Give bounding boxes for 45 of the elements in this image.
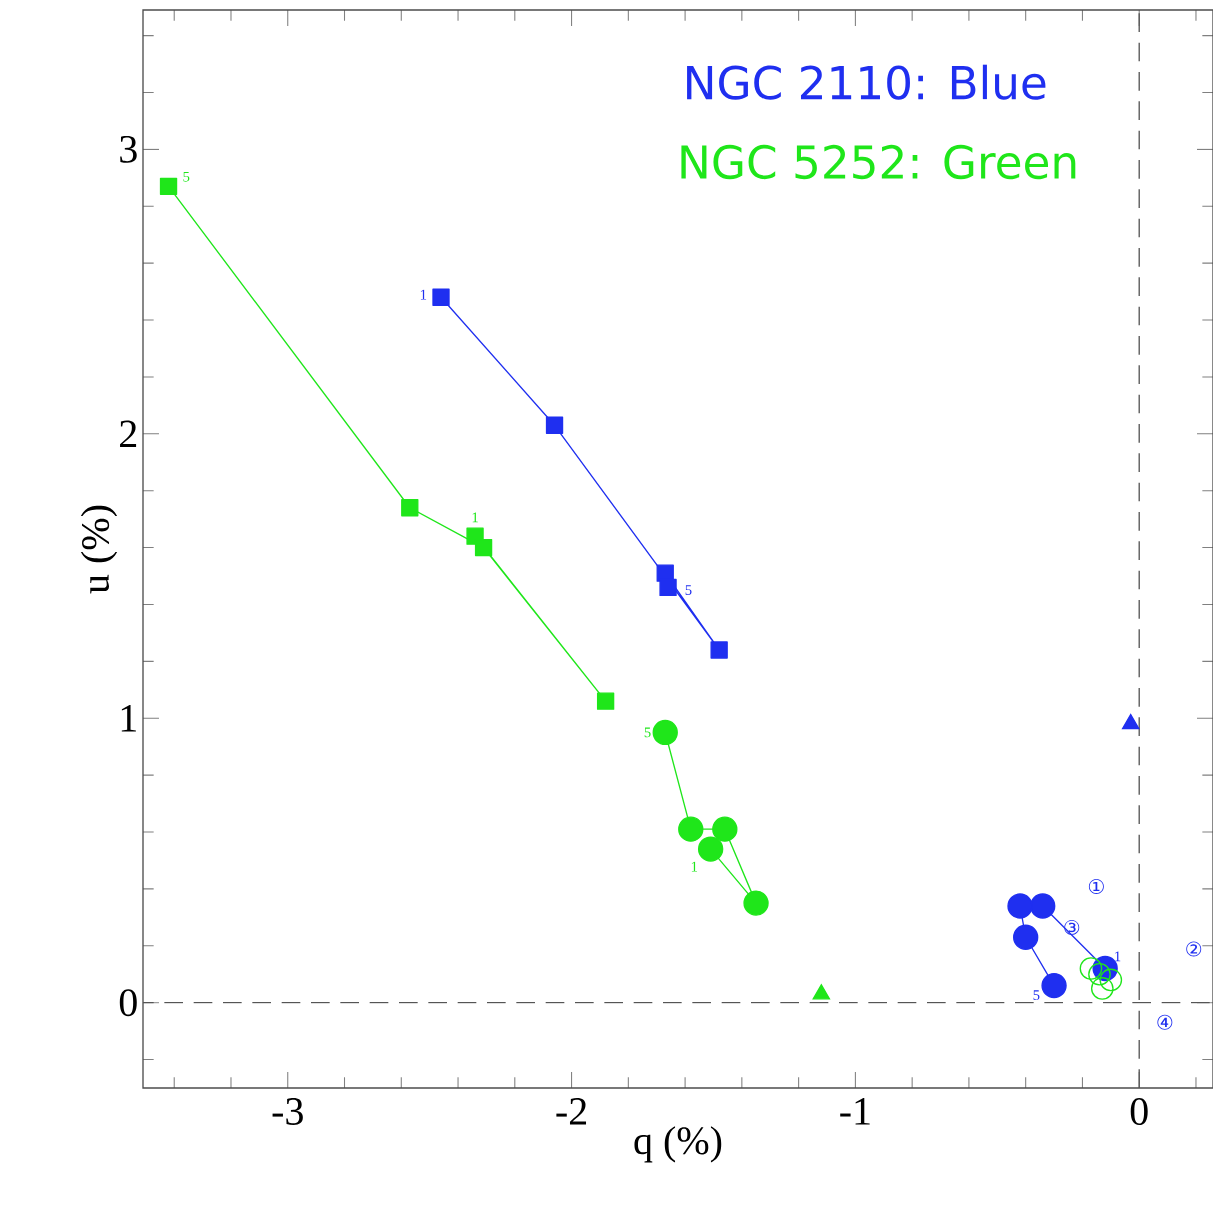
point	[432, 288, 450, 306]
point	[697, 836, 724, 862]
annotation: 1	[1115, 951, 1121, 962]
point	[652, 719, 678, 746]
annotation: ①	[1088, 878, 1104, 894]
point	[1079, 957, 1103, 980]
point	[1099, 968, 1123, 992]
y-tick-label: 1	[121, 705, 136, 732]
x-axis-title: q (%)	[634, 1126, 722, 1163]
point	[743, 890, 769, 916]
annotation: ④	[1157, 1014, 1173, 1030]
point	[1090, 977, 1114, 1000]
annotation: 1	[472, 512, 478, 523]
annotation: 5	[183, 171, 190, 182]
annotation: ②	[1186, 941, 1202, 957]
point	[1030, 893, 1056, 919]
x-tick-label: -1	[840, 1098, 870, 1125]
annotation: NGC 5252: Green	[681, 144, 1076, 180]
annotation: 1	[691, 861, 698, 872]
annotation: NGC 2110: Blue	[687, 64, 1046, 100]
point	[596, 692, 615, 710]
annotation: ③	[1064, 919, 1080, 935]
y-tick-label: 2	[120, 420, 137, 448]
point	[659, 578, 677, 597]
annotation: 5	[644, 727, 651, 738]
point	[545, 416, 564, 434]
y-tick-label: 3	[120, 135, 137, 163]
point	[712, 816, 738, 842]
point	[474, 538, 493, 557]
annotation: 1	[420, 289, 427, 300]
point	[159, 177, 178, 196]
point	[1013, 924, 1039, 950]
annotation: 5	[685, 585, 692, 595]
point	[1041, 972, 1067, 999]
y-tick-label: 0	[119, 989, 137, 1017]
x-tick-label: -2	[556, 1098, 587, 1125]
annotation: 5	[1033, 990, 1040, 1001]
point	[678, 816, 704, 842]
point	[1088, 962, 1111, 986]
x-tick-label: -3	[272, 1098, 303, 1125]
point	[1007, 893, 1033, 919]
point	[401, 499, 419, 517]
point	[710, 641, 728, 659]
x-tick-label: 0	[1130, 1098, 1148, 1126]
y-axis-title: u (%)	[80, 505, 118, 594]
